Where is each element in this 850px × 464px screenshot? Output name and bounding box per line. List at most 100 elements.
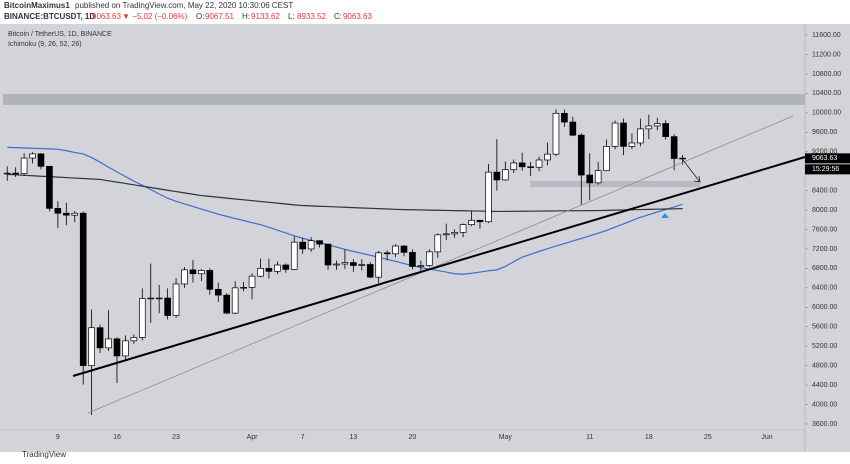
candle-body bbox=[138, 298, 146, 338]
candle-body bbox=[679, 157, 686, 160]
candle-body bbox=[434, 234, 442, 253]
candle-body bbox=[518, 162, 526, 168]
ohlc-group: O: 9067.51 H: 9133.62 L: 8933.52 C: 9063.63 bbox=[196, 12, 372, 21]
chart-title: Bitcoin / TetherUS, 1D, BINANCE bbox=[8, 31, 112, 38]
y-tick-label: 7600.00 bbox=[812, 226, 837, 233]
chart-background bbox=[0, 24, 850, 452]
arrow bbox=[682, 159, 701, 183]
candle-body bbox=[198, 269, 205, 275]
candle-body bbox=[3, 172, 11, 175]
candle-body bbox=[12, 172, 19, 175]
candle-body bbox=[316, 240, 323, 245]
candle-body bbox=[653, 123, 661, 127]
x-tick-label: 9 bbox=[56, 434, 60, 441]
plot bbox=[3, 109, 686, 416]
candle-body bbox=[468, 219, 475, 225]
candle-body bbox=[257, 268, 264, 277]
candle-body bbox=[105, 338, 112, 349]
candle-body bbox=[29, 153, 36, 159]
candle-body bbox=[282, 264, 290, 270]
candle-body bbox=[307, 240, 315, 250]
candle-body bbox=[341, 262, 349, 265]
candle-body bbox=[577, 134, 585, 176]
x-tick-label: 11 bbox=[586, 434, 593, 441]
y-tick-label: 11200.00 bbox=[812, 51, 841, 58]
y-tick-label: 8000.00 bbox=[812, 207, 837, 214]
candle-body bbox=[46, 165, 53, 209]
candle-body bbox=[358, 264, 366, 266]
y-tick-label: 3600.00 bbox=[812, 421, 837, 428]
candle-body bbox=[544, 153, 551, 161]
y-tick-label: 8400.00 bbox=[812, 187, 837, 194]
candle-body bbox=[324, 243, 332, 266]
candle-body bbox=[71, 212, 79, 216]
y-tick-label: 5600.00 bbox=[812, 324, 837, 331]
candle-body bbox=[442, 233, 450, 236]
candle-body bbox=[426, 251, 433, 266]
candle-body bbox=[299, 241, 306, 250]
candle-body bbox=[628, 142, 636, 147]
candle-body bbox=[603, 146, 610, 172]
candle-body bbox=[172, 283, 180, 316]
candle-body bbox=[240, 287, 247, 289]
footer-logo: TradingView bbox=[22, 450, 66, 459]
price-box bbox=[805, 153, 850, 164]
y-tick-label: 7200.00 bbox=[812, 246, 837, 253]
trend-line bbox=[72, 156, 806, 377]
y-tick-label: 11600.00 bbox=[812, 32, 841, 39]
indicator-line bbox=[7, 173, 683, 213]
candle-body bbox=[265, 268, 273, 272]
candle-body bbox=[333, 263, 340, 266]
symbol: BINANCE:BTCUSDT, 1D bbox=[4, 12, 95, 21]
candle-body bbox=[214, 288, 222, 296]
candle-body bbox=[231, 287, 239, 314]
candle-body bbox=[383, 252, 391, 255]
price: 9063.63 bbox=[92, 12, 121, 21]
resistance-zone bbox=[3, 94, 805, 105]
ohlc-label: O: bbox=[196, 12, 204, 21]
candle-body bbox=[350, 262, 357, 266]
candle-body bbox=[569, 121, 577, 136]
candle-body bbox=[594, 170, 602, 184]
candle-body bbox=[645, 125, 653, 130]
candle-body bbox=[620, 122, 627, 147]
candle-body bbox=[485, 171, 492, 223]
x-tick-label: 16 bbox=[113, 434, 121, 441]
y-tick-label: 10800.00 bbox=[812, 71, 841, 78]
x-tick-label: Apr bbox=[247, 434, 259, 441]
x-tick-label: Jun bbox=[761, 434, 772, 441]
candle-body bbox=[248, 275, 256, 288]
candle-body bbox=[223, 294, 231, 314]
y-tick-label: 4800.00 bbox=[812, 362, 837, 369]
ohlc-value: 9067.51 bbox=[205, 12, 234, 21]
x-tick-label: 18 bbox=[645, 434, 653, 441]
author: BitcoinMaximus1 bbox=[4, 1, 70, 10]
candle-body bbox=[535, 159, 543, 168]
candle-body bbox=[502, 169, 509, 181]
candle-body bbox=[409, 252, 416, 267]
candle-body bbox=[637, 128, 644, 144]
candle-body bbox=[611, 122, 619, 147]
candle-body bbox=[189, 269, 197, 275]
candle-body bbox=[130, 337, 138, 342]
y-tick-label: 4000.00 bbox=[812, 401, 837, 408]
candle-body bbox=[662, 123, 670, 137]
ohlc-label: L: bbox=[288, 12, 295, 21]
candle-body bbox=[586, 174, 594, 184]
x-tick-label: 7 bbox=[301, 434, 305, 441]
candle-body bbox=[147, 297, 155, 300]
candle-body bbox=[400, 245, 408, 253]
change: ▼ −5.02 (−0.06%) bbox=[122, 12, 188, 21]
candle-body bbox=[63, 212, 70, 216]
x-tick-label: May bbox=[499, 434, 513, 441]
candle-body bbox=[392, 245, 399, 255]
candle-body bbox=[164, 297, 171, 316]
x-tick-label: 23 bbox=[172, 434, 180, 441]
trend-line-thin bbox=[87, 115, 794, 414]
candle-body bbox=[181, 269, 188, 285]
candle-body bbox=[375, 252, 382, 278]
candle-body bbox=[122, 340, 129, 357]
y-tick-label: 10000.00 bbox=[812, 110, 841, 117]
candle-body bbox=[552, 112, 560, 155]
